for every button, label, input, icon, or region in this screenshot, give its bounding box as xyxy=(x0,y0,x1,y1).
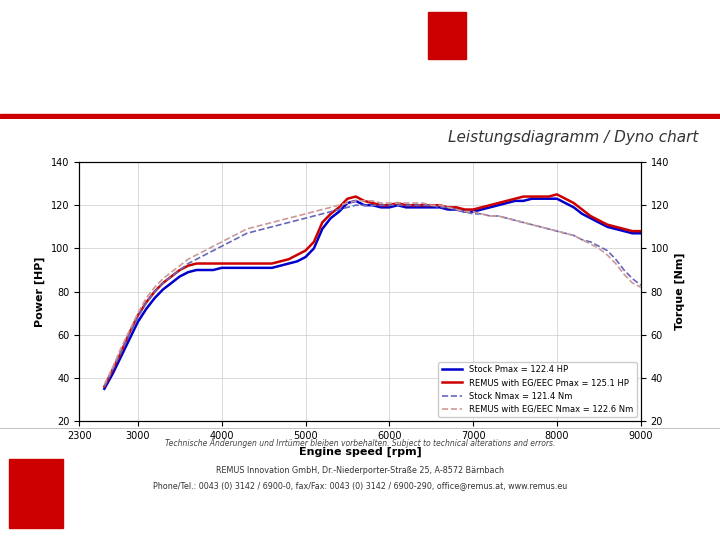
Bar xyxy=(428,12,466,59)
Legend: Stock Pmax = 122.4 HP, REMUS with EG/EEC Pmax = 125.1 HP, Stock Nmax = 121.4 Nm,: Stock Pmax = 122.4 HP, REMUS with EG/EEC… xyxy=(438,362,636,417)
Text: REMUS Innovation GmbH, Dr.-Niederporter-Straße 25, A-8572 Bärnbach
Phone/Tel.: 0: REMUS Innovation GmbH, Dr.-Niederporter-… xyxy=(153,467,567,490)
Text: REMUS: REMUS xyxy=(581,21,702,50)
X-axis label: Engine speed [rpm]: Engine speed [rpm] xyxy=(299,447,421,457)
Text: Technische Änderungen und Irrtümer bleiben vorbehalten. Subject to technical alt: Technische Änderungen und Irrtümer bleib… xyxy=(165,437,555,448)
Text: Leistungsdiagramm / Dyno chart: Leistungsdiagramm / Dyno chart xyxy=(448,130,698,145)
Y-axis label: Torque [Nm]: Torque [Nm] xyxy=(675,253,685,330)
Bar xyxy=(9,459,63,528)
Bar xyxy=(0,114,720,119)
Y-axis label: Power [HP]: Power [HP] xyxy=(35,256,45,327)
Text: SPORTEXHAUST: SPORTEXHAUST xyxy=(602,79,702,92)
